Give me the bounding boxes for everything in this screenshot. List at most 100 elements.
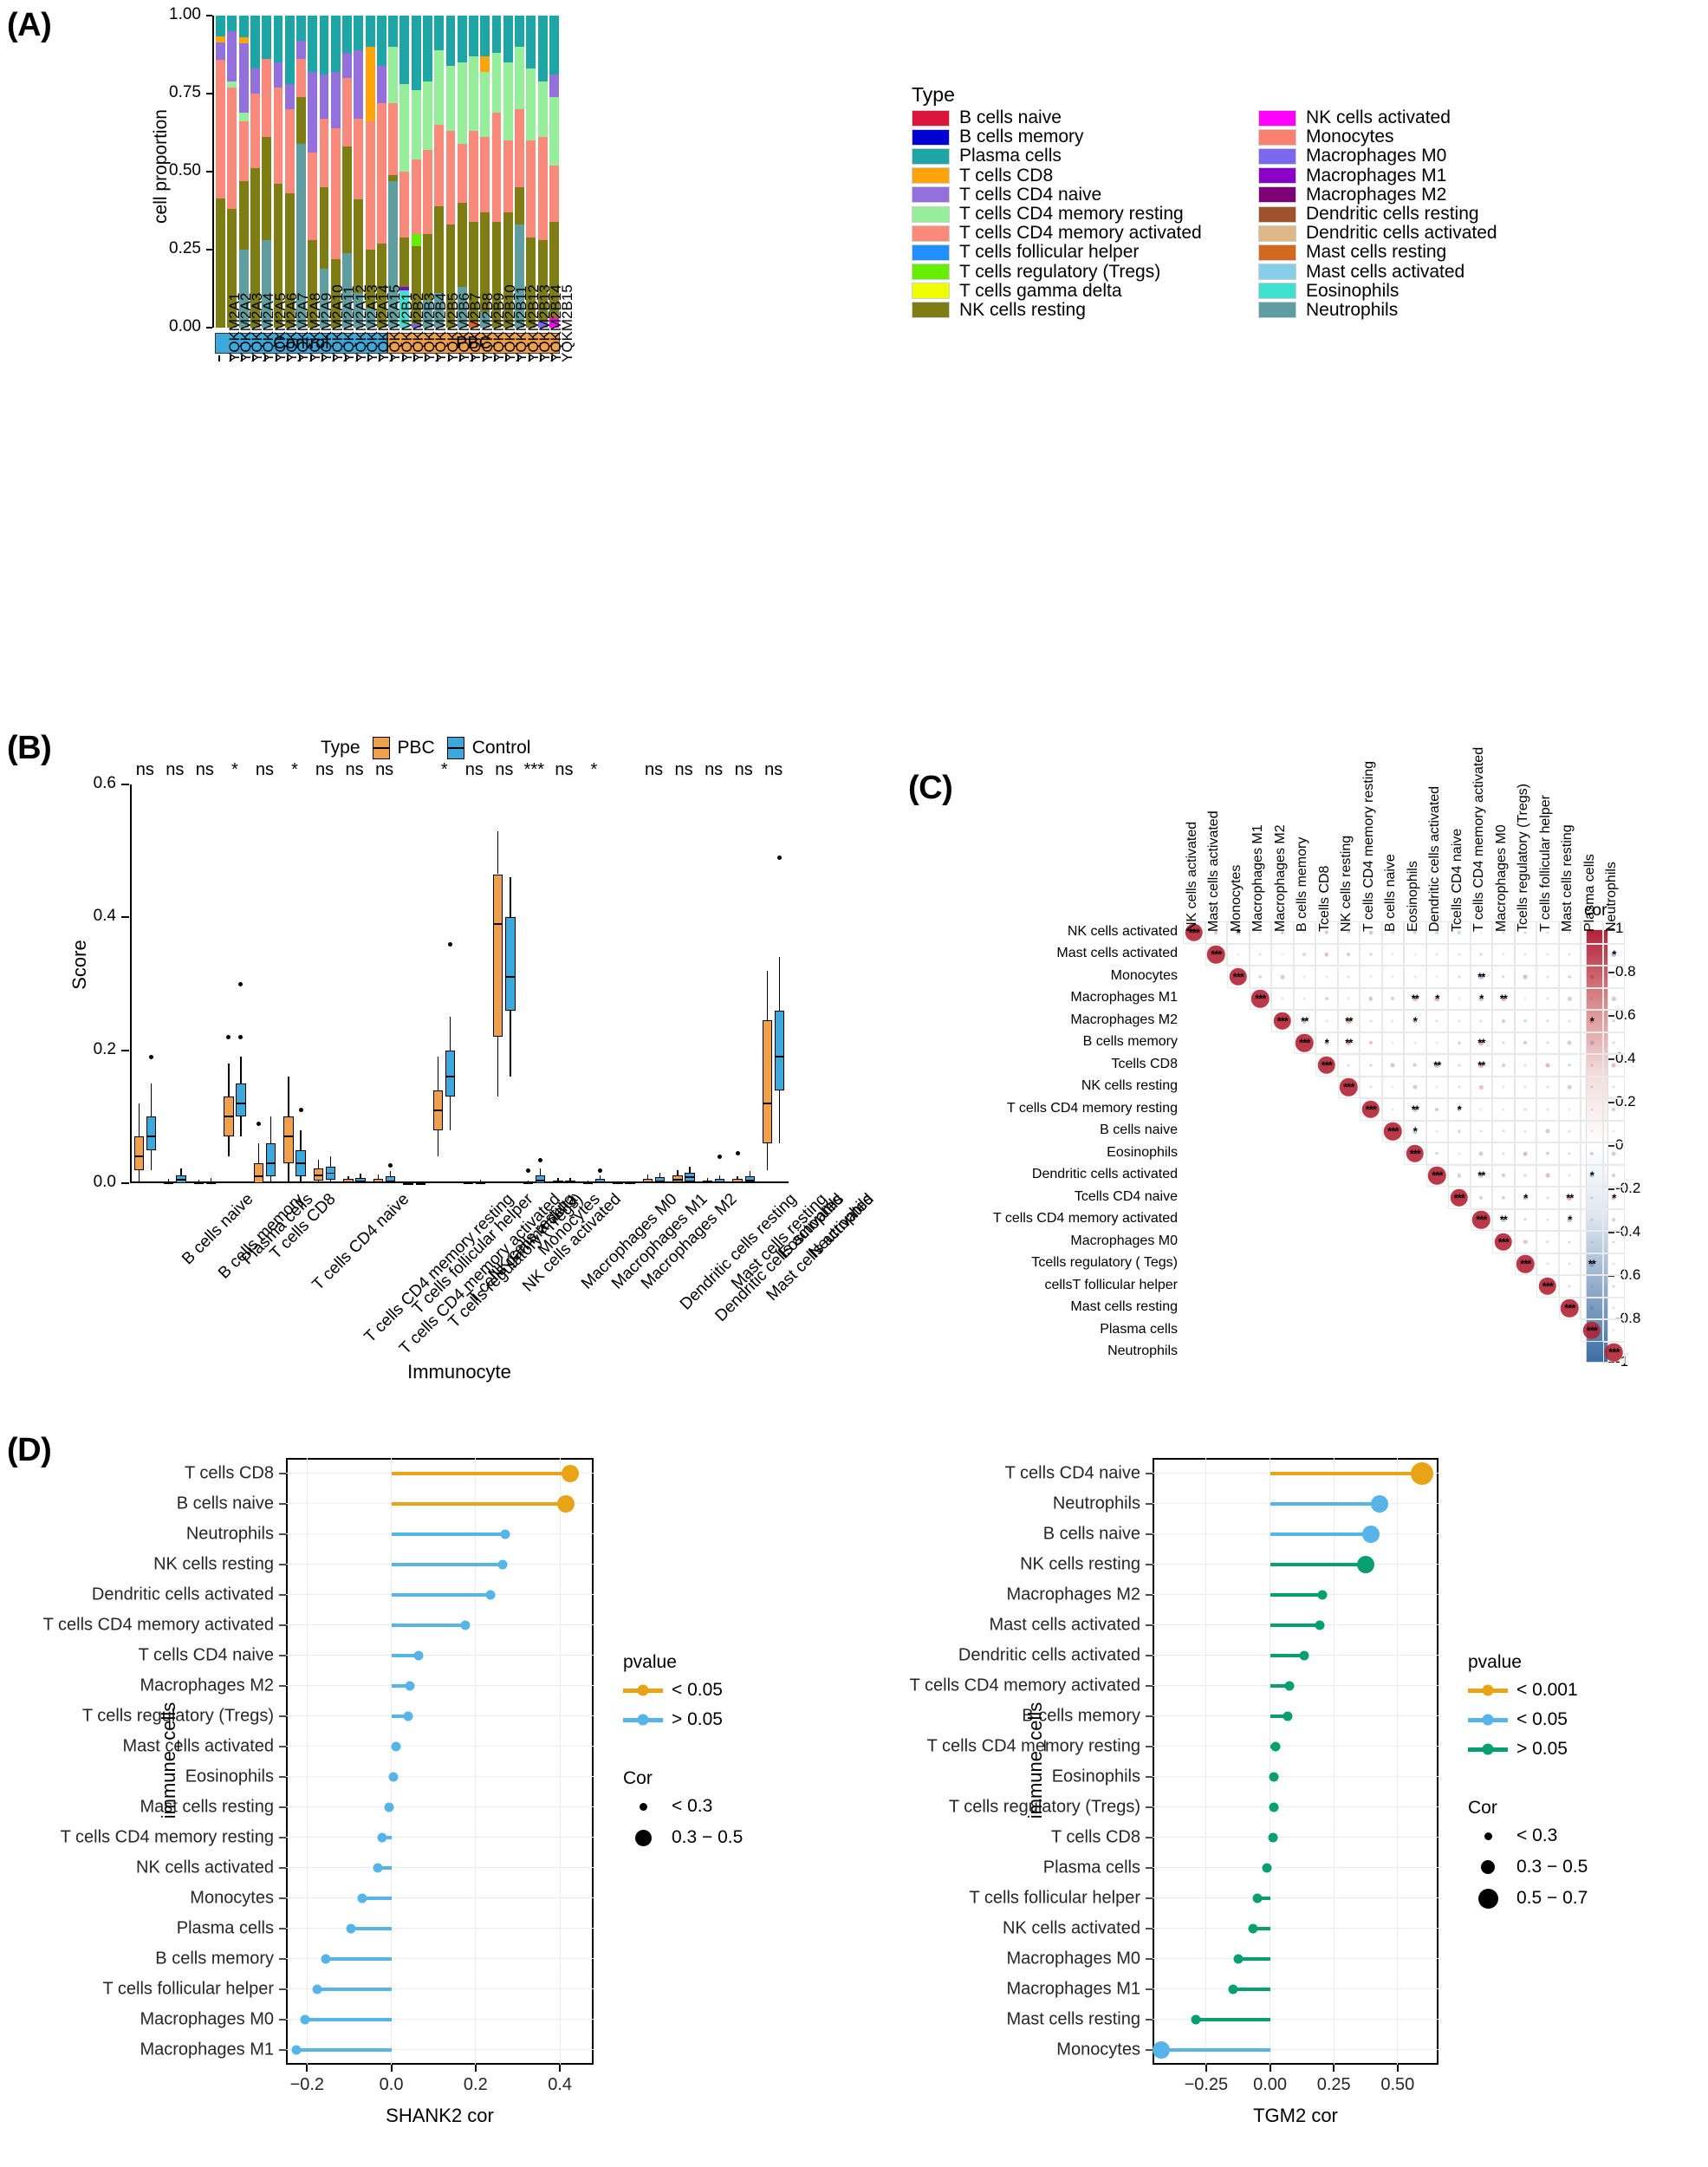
matrix-cell[interactable] [1492,987,1515,1010]
matrix-cell[interactable] [1470,987,1492,1010]
lollipop-point[interactable] [485,1590,496,1599]
matrix-cell[interactable] [1337,1010,1360,1032]
matrix-cell[interactable] [1581,943,1603,966]
matrix-cell[interactable] [1602,1208,1625,1231]
matrix-cell[interactable] [1536,1231,1559,1253]
matrix-cell[interactable] [1448,987,1471,1010]
matrix-cell[interactable] [1425,1098,1448,1121]
lollipop-point[interactable] [300,2014,310,2024]
matrix-cell[interactable] [1448,1142,1471,1165]
lollipop-point[interactable] [1317,1590,1328,1599]
matrix-cell[interactable] [1602,1253,1625,1275]
matrix-cell[interactable] [1381,1076,1404,1098]
matrix-cell[interactable] [1536,1054,1559,1077]
matrix-cell[interactable] [1536,1076,1559,1098]
matrix-cell[interactable] [1470,1076,1492,1098]
matrix-cell[interactable] [1602,1164,1625,1187]
matrix-cell[interactable] [1492,1054,1515,1077]
matrix-cell[interactable] [1558,1208,1581,1231]
matrix-cell[interactable] [1293,966,1315,988]
matrix-cell[interactable] [1514,1054,1536,1077]
matrix-cell[interactable] [1381,1098,1404,1121]
matrix-cell[interactable] [1514,1187,1536,1209]
matrix-cell[interactable] [1470,1054,1492,1077]
matrix-cell[interactable] [1602,1120,1625,1142]
matrix-cell[interactable] [1205,921,1227,944]
matrix-cell[interactable] [1315,921,1338,944]
matrix-cell[interactable] [1448,1164,1471,1187]
matrix-cell[interactable] [1381,966,1404,988]
lollipop-point[interactable] [388,1772,399,1781]
matrix-cell[interactable] [1404,1120,1426,1142]
lollipop-point[interactable] [1299,1650,1309,1660]
matrix-cell[interactable] [1602,1076,1625,1098]
matrix-cell[interactable] [1581,1187,1603,1209]
matrix-cell[interactable] [1581,1010,1603,1032]
matrix-cell[interactable] [1315,1031,1338,1054]
matrix-cell[interactable] [1249,966,1271,988]
matrix-cell[interactable] [1293,1010,1315,1032]
matrix-cell[interactable] [1425,1054,1448,1077]
matrix-cell[interactable] [1581,966,1603,988]
matrix-cell[interactable] [1558,1054,1581,1077]
matrix-cell[interactable] [1425,1120,1448,1142]
matrix-cell[interactable] [1558,1275,1581,1298]
matrix-cell[interactable] [1337,966,1360,988]
matrix-cell[interactable] [1492,1076,1515,1098]
lollipop-point[interactable] [1371,1494,1389,1513]
matrix-cell[interactable] [1536,1142,1559,1165]
matrix-cell[interactable] [1536,987,1559,1010]
matrix-cell[interactable] [1514,921,1536,944]
matrix-cell[interactable] [1558,943,1581,966]
matrix-cell[interactable] [1492,1010,1515,1032]
matrix-cell[interactable] [1602,1031,1625,1054]
lollipop-point[interactable] [346,1923,356,1933]
matrix-cell[interactable] [1381,921,1404,944]
lollipop-point[interactable] [460,1620,471,1630]
matrix-cell[interactable] [1581,1297,1603,1319]
matrix-cell[interactable] [1337,1031,1360,1054]
matrix-cell[interactable] [1271,1010,1294,1032]
matrix-cell[interactable] [1337,1054,1360,1077]
matrix-cell[interactable] [1470,1010,1492,1032]
matrix-cell[interactable] [1183,921,1205,944]
matrix-cell[interactable] [1581,987,1603,1010]
matrix-cell[interactable] [1271,987,1294,1010]
matrix-cell[interactable] [1381,1054,1404,1077]
lollipop-point[interactable] [405,1681,415,1690]
matrix-cell[interactable] [1470,966,1492,988]
lollipop-point[interactable] [413,1650,424,1660]
matrix-cell[interactable] [1360,1054,1382,1077]
lollipop-point[interactable] [1357,1555,1375,1573]
matrix-cell[interactable] [1315,966,1338,988]
matrix-cell[interactable] [1602,1231,1625,1253]
matrix-cell[interactable] [1404,1054,1426,1077]
matrix-cell[interactable] [1448,1187,1471,1209]
matrix-cell[interactable] [1337,1076,1360,1098]
lollipop-point[interactable] [312,1984,322,1994]
matrix-cell[interactable] [1536,1187,1559,1209]
matrix-cell[interactable] [1492,1098,1515,1121]
matrix-cell[interactable] [1558,1231,1581,1253]
matrix-cell[interactable] [1536,1275,1559,1298]
matrix-cell[interactable] [1337,921,1360,944]
matrix-cell[interactable] [1249,987,1271,1010]
lollipop-point[interactable] [377,1832,387,1842]
matrix-cell[interactable] [1536,1164,1559,1187]
lollipop-point[interactable] [1269,1802,1279,1812]
matrix-cell[interactable] [1602,1054,1625,1077]
matrix-cell[interactable] [1470,1120,1492,1142]
matrix-cell[interactable] [1581,1031,1603,1054]
matrix-cell[interactable] [1404,1142,1426,1165]
matrix-cell[interactable] [1536,1031,1559,1054]
matrix-cell[interactable] [1581,1208,1603,1231]
matrix-cell[interactable] [1581,1231,1603,1253]
matrix-cell[interactable] [1381,943,1404,966]
lollipop-point[interactable] [1269,1772,1279,1781]
matrix-cell[interactable] [1602,1319,1625,1342]
matrix-cell[interactable] [1581,1142,1603,1165]
matrix-cell[interactable] [1558,1031,1581,1054]
lollipop-point[interactable] [500,1529,510,1539]
lollipop-point[interactable] [1233,1954,1244,1963]
matrix-cell[interactable] [1492,1164,1515,1187]
